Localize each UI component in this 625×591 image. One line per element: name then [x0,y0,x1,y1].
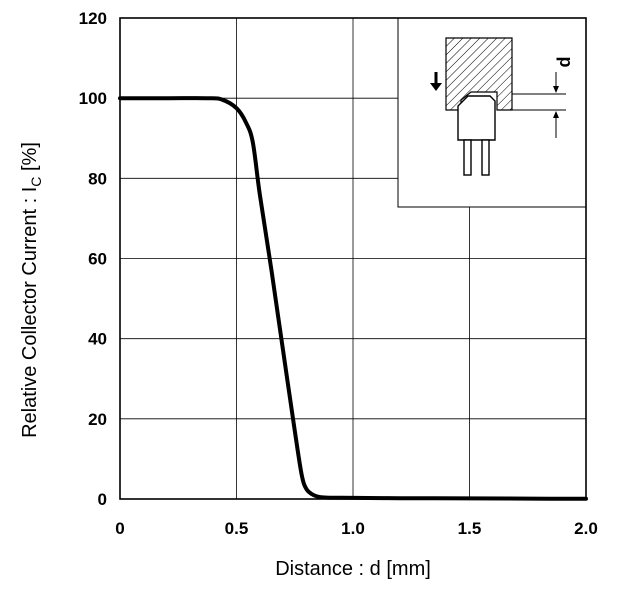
x-tick-label: 2.0 [574,519,598,538]
x-tick-label: 1.0 [341,519,365,538]
dimension-arrowhead-upper [553,86,559,93]
y-tick-label: 120 [79,9,107,28]
y-axis-title-main: Relative Collector Current : I [19,187,41,438]
x-axis-title: Distance : d [mm] [275,558,431,580]
object-leg-left [463,139,472,176]
y-tick-label: 100 [79,89,107,108]
inset-label-d: d [554,57,574,68]
x-tick-label: 1.5 [458,519,482,538]
tick-labels: 0 0.5 1.0 1.5 2.0 0 20 40 60 80 100 120 [79,9,598,538]
arrow-down-icon [430,72,442,91]
object-leg-right [481,139,490,176]
y-tick-label: 60 [88,250,107,269]
series [118,96,588,501]
y-axis-title-tail: [%] [19,142,41,176]
series-line [118,96,588,501]
object-body [457,95,496,141]
x-tick-label: 0 [115,519,124,538]
y-tick-label: 0 [98,490,107,509]
dimension-arrowhead-lower [553,111,559,118]
y-axis-title: Relative Collector Current : IC [%] [19,142,44,438]
y-tick-label: 40 [88,330,107,349]
y-axis-title-subscript: C [28,177,44,187]
inset-diagram: d [397,17,587,208]
y-tick-label: 80 [88,169,107,188]
y-tick-label: 20 [88,410,107,429]
x-tick-label: 0.5 [225,519,249,538]
hatched-body [445,37,513,111]
